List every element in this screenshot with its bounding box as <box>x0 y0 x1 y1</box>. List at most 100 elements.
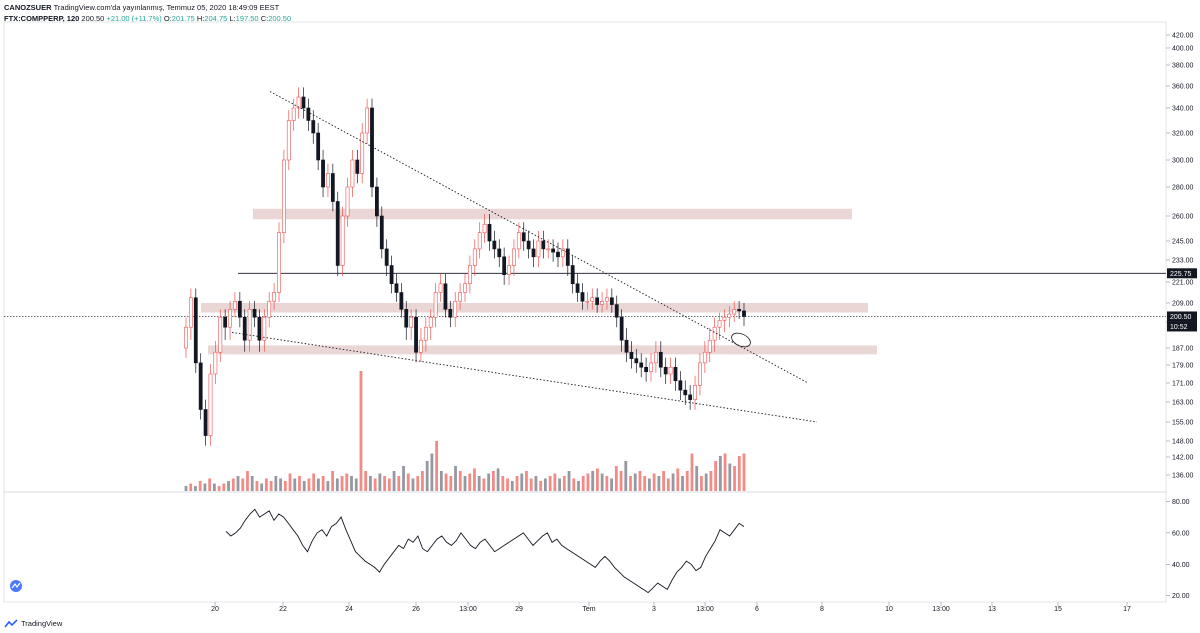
change-value: +21.00 (+11.7%) <box>106 14 162 23</box>
candle-body <box>570 265 575 285</box>
chart-header: CANOZSUER TradingView.com'da yayınlanmış… <box>4 2 291 24</box>
rsi-axis-label: 40.00 <box>1172 562 1190 569</box>
candle-body <box>516 232 521 250</box>
candle-body <box>203 409 208 436</box>
candle-body <box>614 304 619 318</box>
volume-bar <box>298 476 301 491</box>
candle-body <box>521 232 526 242</box>
volume-bar <box>302 481 306 491</box>
author-name[interactable]: CANOZSUER <box>4 3 52 12</box>
candle-body <box>609 297 614 305</box>
candle-body <box>590 297 595 302</box>
candle-body <box>629 351 634 359</box>
last-price-badge: 200.50 <box>1170 314 1192 321</box>
candle-body <box>193 297 198 364</box>
candle-body <box>644 366 649 373</box>
price-axis-label: 245.00 <box>1172 239 1194 246</box>
high-value: 204.75 <box>204 14 228 23</box>
rsi-layer <box>225 508 745 594</box>
candle-body <box>565 248 570 266</box>
last-price-value: 200.50 <box>81 14 105 23</box>
candle-body <box>384 248 389 266</box>
volume-bar <box>501 476 505 491</box>
candle-body <box>213 351 218 375</box>
candle-body <box>467 265 472 285</box>
price-axis[interactable]: 420.00 400.00 380.00 360.00 340.00 320.00 300.… <box>1166 33 1194 480</box>
candle-body <box>321 159 325 188</box>
candle-body <box>242 316 247 341</box>
candle-body <box>247 309 252 341</box>
volume-bar <box>666 478 670 491</box>
candle-body <box>433 292 438 318</box>
time-axis-label: 13:00 <box>932 606 950 613</box>
candle-body <box>394 283 399 293</box>
volume-bar <box>676 468 680 491</box>
open-value: 201.75 <box>171 14 195 23</box>
volume-bar <box>194 486 197 491</box>
volume-bar <box>421 471 424 491</box>
volume-bar <box>255 481 259 491</box>
last-price-badge-bg <box>1167 311 1197 322</box>
candle-body <box>414 316 418 353</box>
volume-bar <box>269 481 273 491</box>
lower-trendline <box>231 331 818 423</box>
candle-body <box>727 313 732 318</box>
candle-body <box>619 316 624 341</box>
candle-body <box>389 265 394 285</box>
candle-body <box>340 215 345 266</box>
volume-bar <box>718 456 722 491</box>
volume-bar <box>293 478 297 491</box>
volume-bar <box>246 471 249 491</box>
price-axis-label: 209.00 <box>1172 301 1194 308</box>
volume-bar <box>610 478 613 491</box>
time-axis-label: 20 <box>211 606 219 613</box>
candle-body <box>301 96 306 109</box>
rsi-axis[interactable]: 80.00 60.00 40.00 20.00 <box>1166 499 1190 600</box>
volume-bar <box>345 473 349 491</box>
time-axis-label: 17 <box>1123 606 1131 613</box>
volume-bar <box>482 478 486 491</box>
volume-bar <box>737 456 741 491</box>
volume-bar <box>373 478 377 491</box>
candle-body <box>262 316 267 341</box>
volume-bar <box>510 481 514 491</box>
candle-body <box>370 107 374 188</box>
price-axis-label: 142.00 <box>1172 455 1194 462</box>
volume-bar <box>468 473 472 491</box>
candle-body <box>482 224 487 233</box>
volume-bar <box>506 478 509 491</box>
candle-body <box>399 292 404 310</box>
candle-body <box>639 362 644 368</box>
time-axis[interactable]: 20 22 24 26 13:00 29 Tem 3 13:00 6 8 10 13:00 13 15 17 <box>211 602 1131 613</box>
volume-layer <box>184 371 746 491</box>
tradingview-small-logo-icon[interactable] <box>10 580 22 592</box>
footer-brand-label: TradingView <box>21 619 63 628</box>
volume-bar <box>723 453 727 491</box>
candle-body <box>683 389 688 396</box>
candle-body <box>732 309 737 315</box>
symbol-label[interactable]: FTX:COMPPERP, 120 <box>4 14 80 23</box>
volume-bar <box>591 471 595 491</box>
candle-body <box>634 358 639 364</box>
horizontal-level-badge-bg <box>1167 268 1197 279</box>
time-axis-label: 15 <box>1054 606 1062 613</box>
candle-body <box>223 316 228 328</box>
footer-brand[interactable]: TradingView <box>4 619 62 628</box>
volume-bar <box>548 476 552 491</box>
candle-body <box>233 300 237 310</box>
volume-bar <box>231 478 235 491</box>
candle-body <box>291 107 296 121</box>
volume-bar <box>250 476 254 491</box>
time-axis-label: 3 <box>652 606 656 613</box>
candle-body <box>335 201 340 266</box>
volume-bar <box>378 473 382 491</box>
candle-body <box>306 107 311 121</box>
volume-bar <box>260 483 264 491</box>
candle-body <box>541 240 546 250</box>
publish-line: CANOZSUER TradingView.com'da yayınlanmış… <box>4 2 291 13</box>
candle-body <box>546 248 551 251</box>
volume-bar <box>354 478 358 491</box>
volume-bar <box>425 461 429 491</box>
volume-bar <box>491 471 495 491</box>
